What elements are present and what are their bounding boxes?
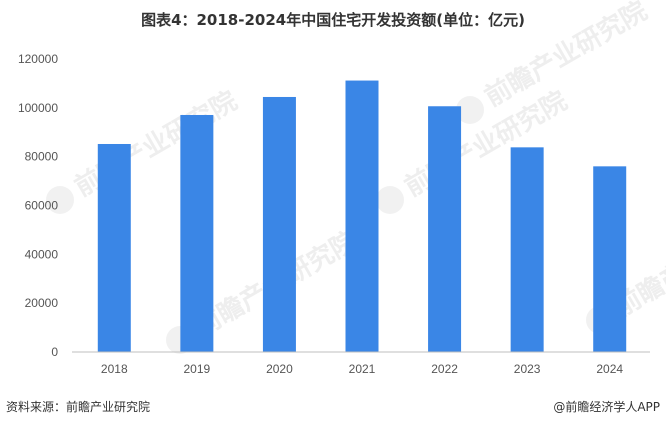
x-tick-label: 2020 <box>266 362 293 376</box>
x-tick-label: 2018 <box>101 362 128 376</box>
bar-2021 <box>345 80 379 353</box>
x-tick-label: 2019 <box>184 362 211 376</box>
x-tick-label: 2024 <box>596 362 623 376</box>
bar-2018 <box>97 143 131 352</box>
brand-credit: @前瞻经济学人APP <box>553 400 660 414</box>
watermark-text: 前瞻产业研究院 <box>69 85 242 203</box>
bar-2024 <box>593 166 627 352</box>
y-tick-label: 40000 <box>25 247 59 261</box>
watermark-text: 前瞻产业研究院 <box>399 85 572 203</box>
x-axis: 2018 2019 2020 2021 2022 2023 2024 <box>101 362 623 376</box>
bar-2020 <box>262 96 296 352</box>
y-tick-label: 120000 <box>18 52 58 66</box>
x-tick-label: 2023 <box>514 362 541 376</box>
y-tick-label: 100000 <box>18 101 58 115</box>
y-axis: 0 20000 40000 60000 80000 100000 120000 <box>18 52 58 359</box>
chart-title: 图表4：2018-2024年中国住宅开发投资额(单位：亿元) <box>141 11 525 29</box>
x-tick-label: 2022 <box>431 362 458 376</box>
y-tick-label: 60000 <box>25 199 59 213</box>
x-tick-label: 2021 <box>349 362 376 376</box>
watermark-logo-icon <box>376 186 404 214</box>
bar-2022 <box>428 106 462 353</box>
y-tick-label: 80000 <box>25 150 59 164</box>
bar-2019 <box>180 114 214 352</box>
bars <box>97 80 627 353</box>
bar-2023 <box>510 147 544 352</box>
source-note: 资料来源：前瞻产业研究院 <box>6 400 151 414</box>
watermark-text: 前瞻产业研究院 <box>479 0 652 113</box>
y-tick-label: 20000 <box>25 296 59 310</box>
watermark-logo-icon <box>46 186 74 214</box>
y-tick-label: 0 <box>51 345 58 359</box>
watermark-logo-icon <box>456 96 484 124</box>
